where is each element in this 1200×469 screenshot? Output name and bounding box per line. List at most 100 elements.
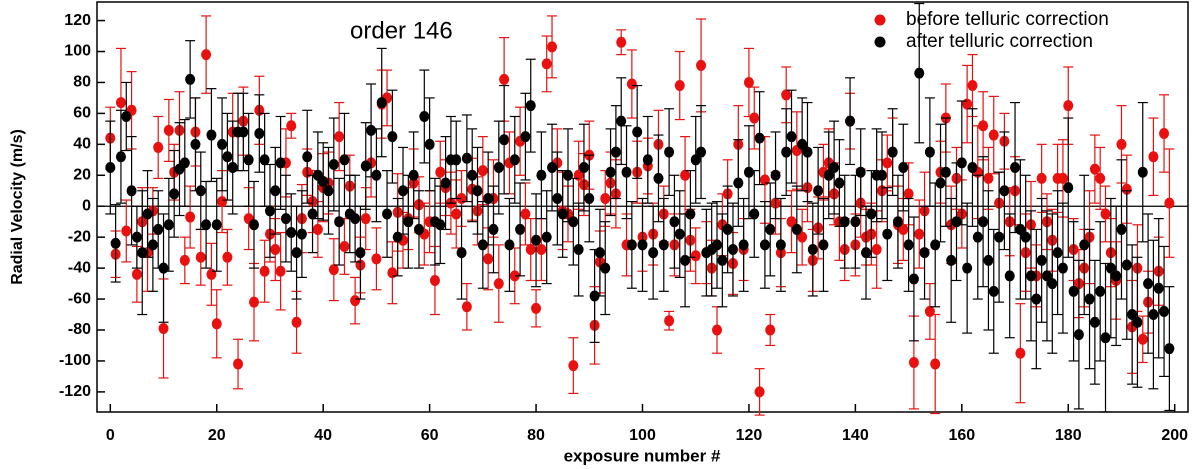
legend-marker <box>874 14 886 26</box>
point <box>142 208 153 220</box>
point <box>328 158 339 170</box>
point <box>696 59 707 71</box>
point <box>483 192 494 204</box>
point <box>360 213 371 225</box>
y-axis-label: Radial Velocity (m/s) <box>9 129 26 285</box>
point <box>914 67 925 79</box>
point <box>892 216 903 228</box>
point <box>456 247 467 259</box>
annotation: order 146 <box>350 17 453 44</box>
point <box>211 219 222 231</box>
y-tick-label: 0 <box>82 197 91 214</box>
point <box>653 172 664 184</box>
point <box>1127 309 1138 321</box>
point <box>270 244 281 256</box>
point <box>451 154 462 166</box>
point <box>727 244 738 256</box>
point <box>861 247 872 259</box>
point <box>1036 172 1047 184</box>
point <box>813 185 824 197</box>
point <box>680 169 691 181</box>
legend-marker <box>874 36 886 48</box>
point <box>509 154 520 166</box>
point <box>312 223 323 235</box>
point <box>371 253 382 265</box>
point <box>802 146 813 158</box>
point <box>1041 270 1052 282</box>
point <box>626 239 637 251</box>
point <box>387 131 398 143</box>
point <box>1079 239 1090 251</box>
point <box>248 296 259 308</box>
point <box>515 223 526 235</box>
point <box>600 192 611 204</box>
point <box>217 196 228 208</box>
point <box>914 228 925 240</box>
point <box>1143 278 1154 290</box>
point <box>499 73 510 85</box>
point <box>786 216 797 228</box>
point <box>499 134 510 146</box>
point <box>978 120 989 132</box>
point <box>616 36 627 48</box>
point <box>1063 100 1074 112</box>
point <box>366 124 377 136</box>
point <box>1105 262 1116 274</box>
point <box>477 165 488 177</box>
point <box>163 219 174 231</box>
point <box>781 89 792 101</box>
y-tick-label: -40 <box>68 259 91 276</box>
point <box>797 231 808 243</box>
point <box>946 254 957 266</box>
point <box>829 162 840 174</box>
point <box>845 115 856 127</box>
point <box>562 169 573 181</box>
point <box>488 223 499 235</box>
point <box>286 120 297 132</box>
point <box>935 177 946 189</box>
point <box>1116 223 1127 235</box>
point <box>264 205 275 217</box>
point <box>190 138 201 150</box>
point <box>605 166 616 178</box>
point <box>163 124 174 136</box>
point <box>823 169 834 181</box>
point <box>712 239 723 251</box>
point <box>328 264 339 276</box>
point <box>435 166 446 178</box>
point <box>759 174 770 186</box>
point <box>749 112 760 124</box>
point <box>924 305 935 317</box>
point <box>1148 309 1159 321</box>
point <box>472 185 483 197</box>
point <box>722 223 733 235</box>
point <box>222 251 233 263</box>
point <box>994 231 1005 243</box>
point <box>195 251 206 263</box>
point <box>291 316 302 328</box>
point <box>350 213 361 225</box>
point <box>1020 231 1031 243</box>
x-tick-label: 80 <box>527 427 545 444</box>
point <box>690 250 701 262</box>
point <box>275 157 286 169</box>
point <box>169 188 180 200</box>
point <box>110 237 121 249</box>
point <box>626 78 637 90</box>
point <box>988 129 999 141</box>
point <box>115 97 126 109</box>
point <box>547 162 558 174</box>
point <box>126 185 137 197</box>
point <box>413 223 424 235</box>
point <box>424 138 435 150</box>
point <box>201 49 212 61</box>
point <box>493 162 504 174</box>
point <box>419 110 430 122</box>
point <box>600 262 611 274</box>
point <box>951 216 962 228</box>
point <box>1089 163 1100 175</box>
point <box>919 247 930 259</box>
point <box>1164 197 1175 209</box>
point <box>541 58 552 70</box>
point <box>435 219 446 231</box>
